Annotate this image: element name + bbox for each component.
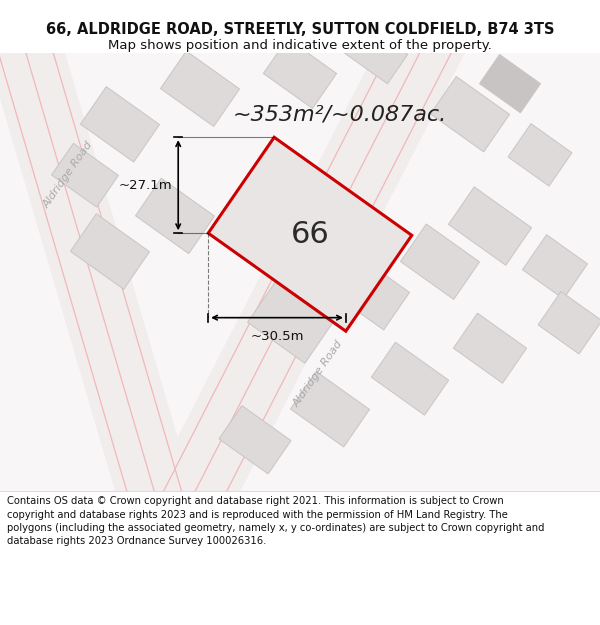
Polygon shape	[523, 235, 587, 299]
Polygon shape	[70, 214, 149, 289]
Text: Map shows position and indicative extent of the property.: Map shows position and indicative extent…	[108, 39, 492, 52]
Text: ~353m²/~0.087ac.: ~353m²/~0.087ac.	[233, 104, 447, 124]
Polygon shape	[538, 291, 600, 354]
Polygon shape	[400, 224, 479, 299]
Polygon shape	[149, 14, 466, 530]
Polygon shape	[454, 313, 527, 383]
Polygon shape	[160, 51, 239, 126]
Polygon shape	[219, 406, 291, 474]
Polygon shape	[248, 282, 332, 363]
Polygon shape	[508, 124, 572, 186]
Text: Aldridge Road: Aldridge Road	[41, 140, 95, 211]
Polygon shape	[80, 87, 160, 162]
Text: 66, ALDRIDGE ROAD, STREETLY, SUTTON COLDFIELD, B74 3TS: 66, ALDRIDGE ROAD, STREETLY, SUTTON COLD…	[46, 22, 554, 37]
Text: ~30.5m: ~30.5m	[250, 330, 304, 343]
Text: Contains OS data © Crown copyright and database right 2021. This information is : Contains OS data © Crown copyright and d…	[7, 496, 545, 546]
Polygon shape	[208, 138, 412, 331]
Text: 66: 66	[290, 220, 329, 249]
Polygon shape	[331, 254, 410, 330]
Polygon shape	[0, 22, 196, 522]
Polygon shape	[290, 371, 370, 447]
Polygon shape	[52, 143, 118, 207]
Polygon shape	[371, 342, 449, 415]
Text: ~27.1m: ~27.1m	[119, 179, 172, 192]
Polygon shape	[479, 54, 541, 113]
Polygon shape	[430, 76, 509, 152]
Polygon shape	[448, 187, 532, 265]
Polygon shape	[263, 39, 337, 109]
Text: Aldridge Road: Aldridge Road	[292, 339, 344, 409]
Polygon shape	[343, 22, 407, 84]
Polygon shape	[136, 178, 215, 254]
